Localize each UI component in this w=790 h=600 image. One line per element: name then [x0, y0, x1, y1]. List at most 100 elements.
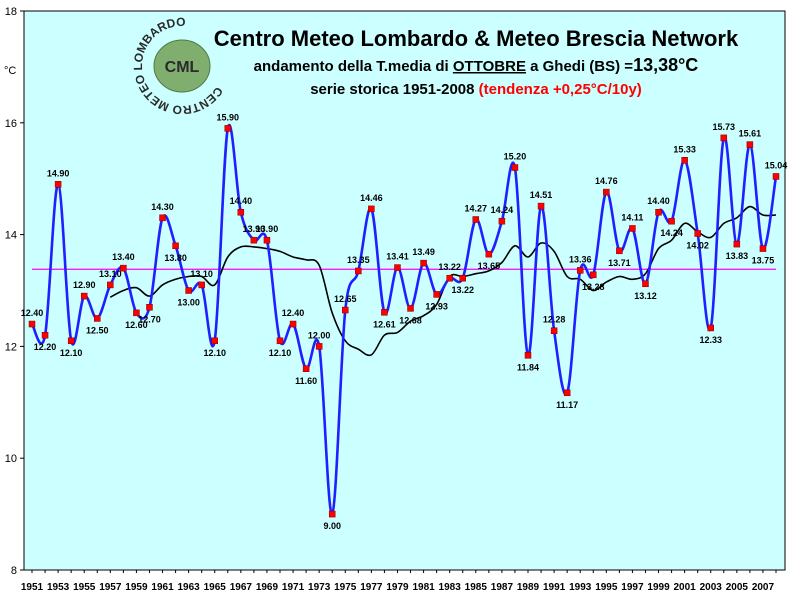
x-tick-label: 1977	[360, 582, 383, 593]
data-point	[94, 315, 101, 322]
x-tick-label: 1975	[334, 582, 357, 593]
data-point	[616, 247, 623, 255]
x-tick-label: 1991	[543, 582, 566, 593]
data-label: 13.65	[478, 261, 501, 271]
data-label: 14.90	[47, 168, 70, 178]
data-label: 13.10	[190, 269, 213, 279]
data-point	[159, 214, 166, 222]
chart-title: Centro Meteo Lombardo & Meteo Brescia Ne…	[214, 26, 739, 51]
data-label: 15.04	[765, 160, 788, 170]
x-tick-label: 1971	[282, 582, 305, 593]
x-tick-label: 1955	[73, 582, 96, 593]
data-point	[381, 309, 388, 316]
data-point	[759, 245, 767, 252]
data-point	[302, 365, 310, 373]
data-label: 13.35	[347, 255, 370, 265]
x-tick-label: 1981	[412, 582, 435, 593]
data-label: 13.71	[608, 258, 631, 268]
data-label: 13.36	[569, 254, 592, 264]
data-point	[263, 236, 271, 244]
data-point	[172, 242, 179, 250]
y-tick-label: 14	[5, 230, 17, 242]
chart-subtitle: andamento della T.media di OTTOBRE a Ghe…	[254, 55, 699, 75]
data-label: 14.24	[660, 228, 683, 238]
data-label: 12.61	[373, 319, 396, 329]
y-tick-label: 16	[5, 118, 17, 130]
x-tick-label: 1995	[595, 582, 618, 593]
x-tick-label: 1969	[256, 582, 279, 593]
data-point	[80, 292, 88, 300]
data-label: 12.90	[73, 280, 96, 290]
data-point	[211, 337, 218, 345]
data-label: 15.20	[504, 152, 527, 162]
data-label: 12.65	[334, 294, 357, 304]
data-point	[342, 306, 349, 314]
data-point	[407, 305, 414, 312]
data-point	[498, 217, 506, 225]
data-point	[459, 274, 466, 282]
data-point	[198, 281, 205, 289]
data-label: 14.02	[686, 240, 709, 250]
data-label: 12.10	[269, 348, 292, 358]
x-axis: 1951 1953 1955 1957 1959 1961 1963 1965 1967 1969…	[21, 570, 777, 593]
data-label: 13.75	[752, 256, 775, 266]
x-tick-label: 1963	[178, 582, 201, 593]
x-tick-label: 1953	[47, 582, 70, 593]
data-point	[707, 324, 714, 332]
data-point	[485, 250, 493, 258]
data-point	[237, 208, 245, 216]
data-point	[524, 352, 532, 359]
data-point	[328, 510, 336, 518]
data-point	[537, 202, 545, 210]
y-axis: 8 10 12 14 16 18	[5, 6, 24, 577]
data-label: 15.73	[713, 122, 736, 132]
data-point	[590, 271, 597, 279]
data-point	[511, 164, 519, 171]
data-point	[67, 337, 75, 345]
data-point	[289, 320, 297, 328]
data-label: 14.40	[230, 196, 253, 206]
data-labels: 12.40 12.20 14.90 12.10 12.90 12.50 13.10 13.40…	[21, 112, 788, 531]
data-label: 12.00	[308, 330, 331, 340]
data-label: 14.46	[360, 193, 383, 203]
data-label: 12.68	[399, 315, 422, 325]
data-point	[642, 280, 649, 288]
x-tick-label: 2007	[752, 582, 775, 593]
data-label: 12.40	[282, 308, 305, 318]
data-label: 12.70	[138, 314, 161, 324]
y-tick-label: 18	[5, 6, 17, 18]
x-tick-label: 1957	[99, 582, 122, 593]
data-label: 12.33	[699, 335, 722, 345]
data-label: 14.40	[647, 196, 670, 206]
data-point	[394, 264, 401, 271]
data-label: 13.00	[177, 298, 200, 308]
data-label: 12.60	[125, 320, 148, 330]
data-point	[720, 134, 728, 142]
data-point	[746, 141, 754, 148]
data-label: 13.49	[412, 247, 435, 257]
x-tick-label: 1989	[517, 582, 540, 593]
y-tick-label: 12	[5, 341, 17, 353]
data-label: 14.76	[595, 176, 618, 186]
x-tick-label: 1961	[151, 582, 174, 593]
x-tick-label: 1979	[386, 582, 409, 593]
data-label: 13.83	[726, 251, 749, 261]
data-point	[550, 327, 558, 334]
x-tick-label: 1965	[204, 582, 227, 593]
data-label: 13.22	[438, 262, 461, 272]
data-point	[54, 181, 62, 188]
data-label: 12.50	[86, 325, 109, 335]
y-tick-label: 10	[5, 453, 17, 465]
data-point	[146, 304, 153, 311]
data-label: 12.10	[60, 348, 83, 358]
y-unit-label: °C	[4, 65, 16, 77]
data-label: 13.12	[634, 291, 657, 301]
data-point	[603, 188, 610, 196]
data-label: 11.60	[295, 376, 317, 386]
data-label: 13.28	[582, 282, 605, 292]
data-point	[276, 337, 284, 345]
data-label: 14.51	[530, 190, 553, 200]
data-point	[120, 264, 127, 272]
data-point	[28, 320, 36, 328]
x-tick-label: 1993	[569, 582, 592, 593]
